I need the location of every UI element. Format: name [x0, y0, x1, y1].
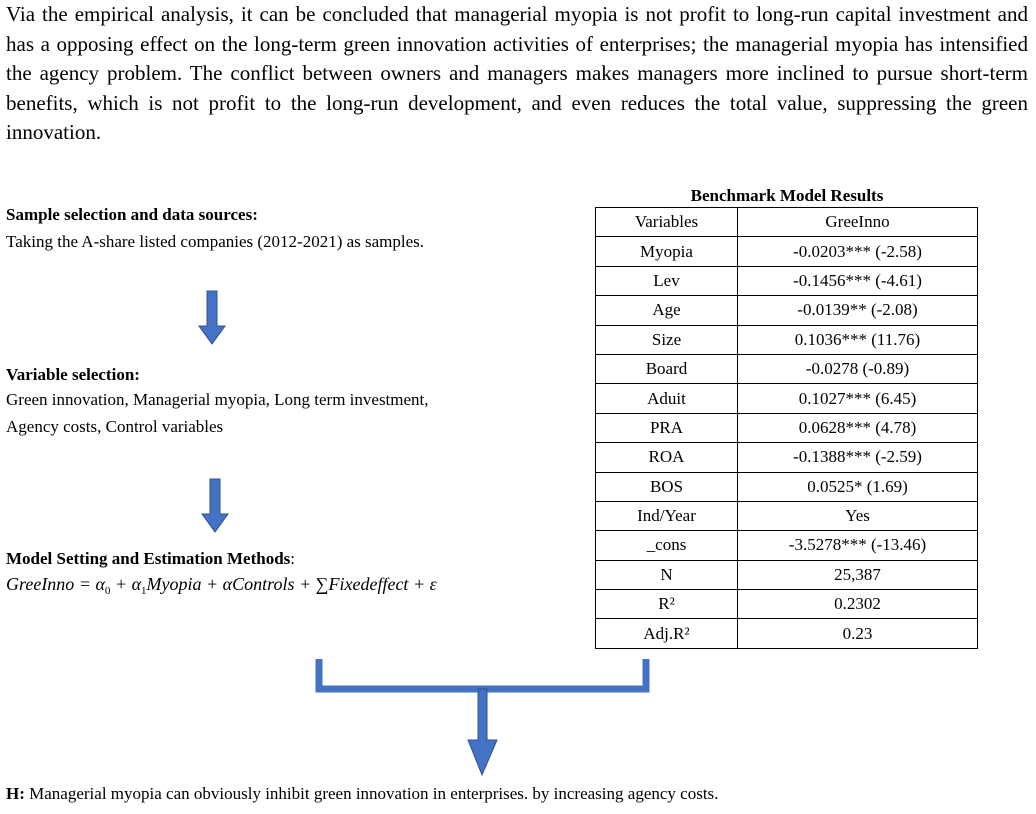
variable-name-cell: Age: [595, 295, 738, 326]
variable-name-cell: Myopia: [595, 236, 738, 267]
coefficient-cell: 25,387: [737, 559, 978, 591]
formula-plus2: +: [201, 574, 223, 594]
bracket-connector-icon: [315, 659, 650, 777]
table-row: Lev -0.1456*** (-4.61): [595, 265, 978, 297]
intro-paragraph: Via the empirical analysis, it can be co…: [6, 2, 1028, 144]
coefficient-cell: -0.0139** (-2.08): [737, 295, 978, 326]
table-row: R² 0.2302: [595, 589, 978, 620]
formula-sigma: ∑: [315, 574, 329, 594]
coefficient-cell: 0.23: [737, 618, 978, 649]
coefficient-cell: -0.0278 (-0.89): [737, 353, 978, 385]
down-arrow-icon: [201, 478, 229, 533]
down-arrow-icon: [198, 290, 226, 345]
coefficient-cell: 0.1027*** (6.45): [737, 383, 978, 414]
variable-section-body: Green innovation, Managerial myopia, Lon…: [6, 390, 429, 436]
formula-sub0: 0: [104, 585, 111, 597]
table-row: ROA -0.1388*** (-2.59): [595, 442, 978, 473]
formula-plus4: +: [408, 574, 430, 594]
formula-myopia: Myopia: [146, 574, 202, 594]
table-caption: Benchmark Model Results: [690, 186, 884, 205]
coefficient-cell: -0.0203*** (-2.58): [737, 236, 978, 267]
variable-name-cell: N: [595, 559, 738, 591]
coefficient-cell: 0.0525* (1.69): [737, 471, 978, 502]
variable-name-cell: R²: [595, 589, 738, 620]
table-header-cell: GreeInno: [737, 206, 978, 238]
hypothesis-label: H:: [6, 784, 25, 803]
formula-plus1: +: [110, 574, 132, 594]
variable-name-cell: PRA: [595, 412, 738, 444]
table-row: Size 0.1036*** (11.76): [595, 324, 978, 355]
table-row: PRA 0.0628*** (4.78): [595, 412, 978, 444]
table-row: Myopia -0.0203*** (-2.58): [595, 236, 978, 267]
table-row: N 25,387: [595, 559, 978, 591]
table-row: Age -0.0139** (-2.08): [595, 295, 978, 326]
coefficient-cell: -0.1388*** (-2.59): [737, 442, 978, 473]
hypothesis-body: Managerial myopia can obviously inhibit …: [24, 784, 719, 803]
variable-name-cell: Ind/Year: [595, 500, 738, 532]
variable-name-cell: Size: [595, 324, 738, 355]
formula-sub1: 1: [141, 585, 147, 597]
hypothesis-text: H: Managerial myopia can obviously inhib…: [6, 784, 718, 804]
model-formula: GreeInno = α0 + α1Myopia + αControls + ∑…: [6, 574, 437, 597]
table-row: Board -0.0278 (-0.89): [595, 353, 978, 385]
model-section-title: Model Setting and Estimation Methods:: [6, 549, 295, 569]
table-row: BOS 0.0525* (1.69): [595, 471, 978, 502]
formula-lhs: GreeInno: [6, 574, 75, 594]
variable-section-title: Variable selection:: [6, 365, 140, 384]
model-title-text: Model Setting and Estimation Methods: [6, 549, 291, 568]
coefficient-cell: 0.2302: [737, 589, 978, 620]
variable-name-cell: Aduit: [595, 383, 738, 414]
model-title-colon: :: [290, 549, 296, 568]
coefficient-cell: Yes: [737, 500, 978, 532]
table-header-cell: Variables: [595, 206, 738, 238]
table-header-row: Variables GreeInno: [595, 206, 978, 238]
formula-eq: =: [74, 574, 96, 594]
variable-name-cell: Board: [595, 353, 738, 385]
results-table: Variables GreeInno Myopia -0.0203*** (-2.…: [595, 206, 978, 649]
formula-alpha1: α: [131, 574, 142, 594]
formula-plus3: +: [294, 574, 316, 594]
table-row: _cons -3.5278*** (-13.46): [595, 530, 978, 561]
coefficient-cell: -0.1456*** (-4.61): [737, 265, 978, 297]
variable-name-cell: _cons: [595, 530, 738, 561]
variable-name-cell: Adj.R²: [595, 618, 738, 649]
table-row: Aduit 0.1027*** (6.45): [595, 383, 978, 414]
coefficient-cell: -3.5278*** (-13.46): [737, 530, 978, 561]
formula-controls: αControls: [222, 574, 295, 594]
coefficient-cell: 0.0628*** (4.78): [737, 412, 978, 444]
formula-alpha0: α: [95, 574, 105, 594]
coefficient-cell: 0.1036*** (11.76): [737, 324, 978, 355]
variable-name-cell: ROA: [595, 442, 738, 473]
variable-name-cell: Lev: [595, 265, 738, 297]
formula-fixed: Fixedeffect: [328, 574, 409, 594]
table-row: Ind/Year Yes: [595, 500, 978, 532]
variable-name-cell: BOS: [595, 471, 738, 502]
formula-epsilon: ε: [429, 574, 437, 594]
sample-section-title: Sample selection and data sources:: [6, 205, 258, 224]
sample-section-body: Taking the A-share listed companies (201…: [6, 232, 425, 251]
table-row: Adj.R² 0.23: [595, 618, 978, 649]
